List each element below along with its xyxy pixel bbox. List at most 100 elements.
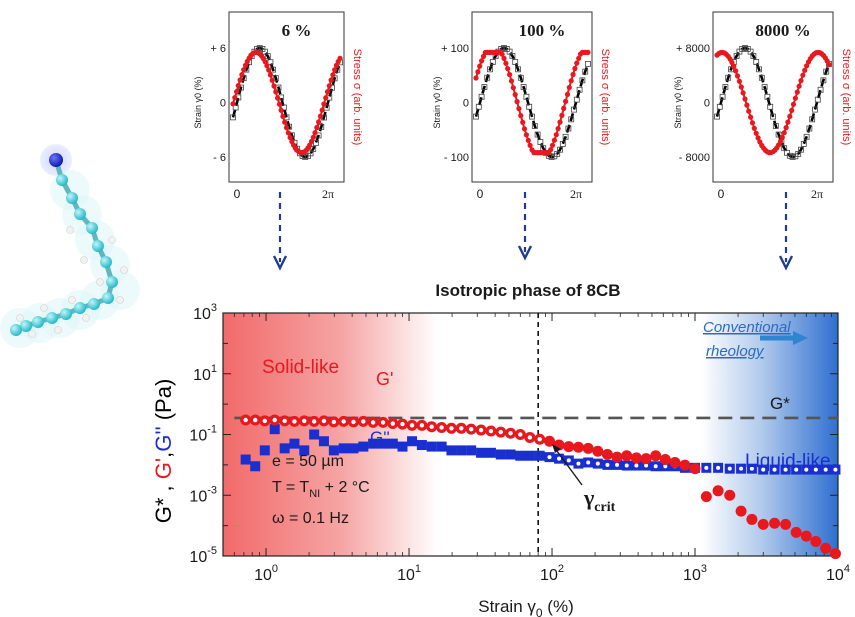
carbon-atom bbox=[60, 308, 72, 320]
inset-xtick-2pi: 2π bbox=[570, 187, 582, 201]
y-tick-label: 103 bbox=[193, 302, 217, 323]
inset-ytick-zero: 0 bbox=[220, 98, 226, 110]
g-prime-point bbox=[689, 463, 701, 475]
carbon-atom bbox=[56, 174, 68, 186]
g-double-prime-point-center bbox=[813, 467, 818, 472]
strain-marker bbox=[714, 113, 720, 120]
inset-panel-2: + 100 0 - 100 0 2π 100 % Strain γ0 (%) Stress σ… bbox=[432, 11, 611, 201]
inset-strain-axis-label: Strain γ0 (%) bbox=[193, 76, 203, 128]
chart-title: Isotropic phase of 8CB bbox=[435, 281, 620, 300]
carbon-atom bbox=[20, 320, 32, 332]
hydrogen-atom bbox=[116, 296, 124, 304]
strain-marker bbox=[473, 113, 479, 120]
param-temperature-a: T = T bbox=[272, 479, 309, 496]
inset-strain-axis-label: Strain γ0 (%) bbox=[673, 76, 683, 128]
g-prime-point bbox=[650, 450, 662, 462]
conventional-label: Conventional bbox=[703, 319, 791, 336]
g-double-prime-point-center bbox=[634, 463, 639, 468]
y-tick-label: 10-5 bbox=[189, 545, 217, 566]
strain-marker bbox=[557, 146, 563, 153]
molecule-illustration bbox=[0, 144, 140, 348]
strain-marker bbox=[489, 59, 496, 65]
inset-ytick-top: + 8000 bbox=[676, 43, 710, 55]
g-double-prime-point-center bbox=[727, 466, 732, 471]
carbon-atom bbox=[102, 292, 114, 304]
g-double-prime-point bbox=[279, 443, 290, 454]
strain-marker bbox=[725, 74, 732, 81]
carbon-atom bbox=[32, 316, 44, 328]
inset-amplitude-label: 8000 % bbox=[755, 21, 810, 40]
g-prime-point bbox=[769, 517, 781, 529]
stress-curve bbox=[232, 51, 341, 154]
strain-marker bbox=[487, 66, 493, 73]
g-prime-point-center bbox=[478, 427, 484, 433]
param-thickness: e = 50 µm bbox=[272, 453, 344, 470]
strain-marker bbox=[576, 86, 583, 93]
g-prime-point-center bbox=[361, 419, 366, 424]
strain-marker bbox=[820, 77, 827, 84]
g-prime-point bbox=[800, 530, 812, 542]
g-double-prime-point-center bbox=[605, 462, 610, 467]
strain-marker bbox=[579, 77, 586, 84]
inset-panel-1: + 6 0 - 6 0 2π 6 % Strain γ0 (%) Stress σ (arb.… bbox=[193, 11, 363, 201]
stress-curve bbox=[475, 51, 588, 154]
g-prime-point-center bbox=[253, 417, 258, 423]
strain-marker bbox=[809, 116, 816, 123]
inset-amplitude-label: 6 % bbox=[282, 21, 312, 40]
inset-ytick-top: + 100 bbox=[441, 43, 469, 55]
strain-marker bbox=[571, 106, 577, 113]
g-double-prime-point-center bbox=[833, 467, 838, 472]
carbon-atom bbox=[10, 324, 22, 336]
g-prime-point bbox=[829, 548, 841, 560]
carbon-atom bbox=[106, 276, 118, 288]
strain-marker bbox=[315, 132, 322, 139]
main-chart: 100 101 102 103 104 103 101 10-1 10-3 10-5 bbox=[189, 302, 850, 584]
x-tick-label: 103 bbox=[683, 563, 707, 584]
g-prime-point bbox=[669, 456, 681, 468]
g-double-prime-point bbox=[358, 441, 369, 452]
g-prime-point-center bbox=[341, 419, 346, 424]
inset-ytick-zero: 0 bbox=[463, 98, 469, 110]
strain-marker bbox=[823, 68, 830, 75]
inset-panel-3: + 8000 0 - 8000 0 2π 8000 % Strain γ0 (%) Stres… bbox=[673, 11, 852, 201]
inset-ytick-bottom: - 8000 bbox=[679, 152, 710, 164]
carbon-atom bbox=[66, 192, 78, 204]
y-label-gpp: G'' bbox=[151, 426, 176, 452]
strain-marker bbox=[512, 59, 519, 65]
carbon-atom bbox=[74, 208, 86, 220]
g-double-prime-point-center bbox=[653, 464, 658, 469]
gamma-crit-label: γcrit bbox=[583, 485, 616, 515]
g-double-prime-point bbox=[240, 454, 251, 465]
g-double-prime-point bbox=[368, 438, 379, 449]
inset-panels: + 6 0 - 6 0 2π 6 % Strain γ0 (%) Stress σ (arb.… bbox=[193, 11, 852, 201]
g-double-prime-point bbox=[378, 438, 389, 449]
g-double-prime-point bbox=[505, 449, 516, 460]
strain-marker bbox=[264, 53, 271, 60]
g-prime-point bbox=[640, 453, 652, 465]
strain-marker bbox=[806, 125, 813, 132]
g-double-prime-point-center bbox=[595, 461, 600, 466]
g-prime-point bbox=[757, 518, 769, 530]
g-prime-point-center bbox=[429, 424, 434, 429]
g-prime-point bbox=[543, 435, 555, 447]
strain-marker bbox=[526, 103, 533, 110]
carbon-atom bbox=[100, 256, 112, 268]
strain-marker bbox=[767, 103, 774, 110]
strain-marker bbox=[509, 53, 516, 59]
g-double-prime-point bbox=[309, 429, 320, 440]
g-prime-point-center bbox=[331, 419, 337, 425]
y-label-gp: G' bbox=[151, 458, 176, 479]
strain-marker bbox=[565, 125, 572, 132]
arrow-head bbox=[778, 255, 794, 271]
strain-marker bbox=[764, 93, 771, 100]
g-double-prime-point-center bbox=[576, 461, 581, 466]
g-double-prime-point bbox=[269, 424, 280, 435]
strain-marker bbox=[719, 93, 726, 100]
g-prime-point bbox=[746, 513, 758, 525]
g-double-prime-point bbox=[299, 445, 310, 456]
g-double-prime-point bbox=[524, 450, 535, 461]
strain-marker bbox=[798, 146, 804, 153]
strain-marker bbox=[728, 66, 734, 73]
g-prime-point bbox=[712, 485, 724, 497]
y-label-gstar: G* bbox=[151, 497, 176, 523]
